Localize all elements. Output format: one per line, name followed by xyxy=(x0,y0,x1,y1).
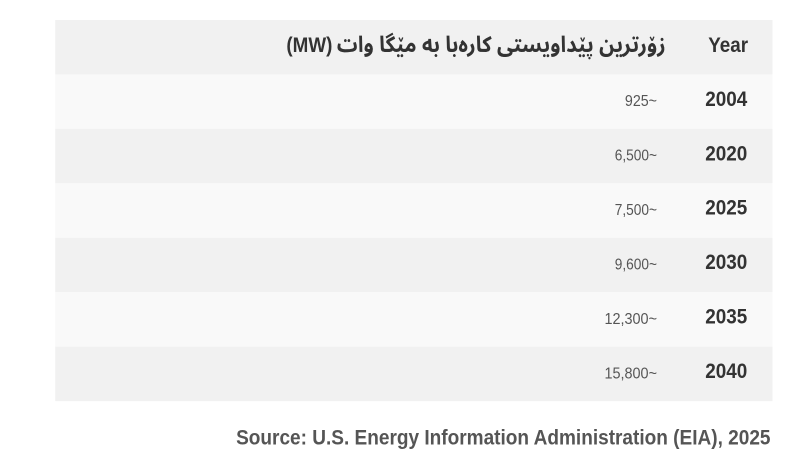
svg-text:2025: 2025 xyxy=(705,197,747,220)
svg-text:12,300~: 12,300~ xyxy=(604,310,657,328)
svg-text:6,500~: 6,500~ xyxy=(615,148,658,165)
svg-text:2020: 2020 xyxy=(705,142,747,165)
svg-text:2035: 2035 xyxy=(705,306,747,329)
svg-text:15,800~: 15,800~ xyxy=(604,365,657,383)
svg-text:Source: U.S. Energy Informatio: Source: U.S. Energy Information Administ… xyxy=(236,427,770,450)
svg-text:7,500~: 7,500~ xyxy=(615,202,658,219)
svg-text:2030: 2030 xyxy=(705,251,747,274)
svg-text:2040: 2040 xyxy=(705,360,747,383)
svg-text:2004: 2004 xyxy=(705,88,748,111)
svg-text:Year: Year xyxy=(708,34,748,57)
svg-text:9,600~: 9,600~ xyxy=(615,257,658,274)
svg-text:(MW): (MW) xyxy=(286,34,332,57)
svg-text:925~: 925~ xyxy=(625,92,657,110)
